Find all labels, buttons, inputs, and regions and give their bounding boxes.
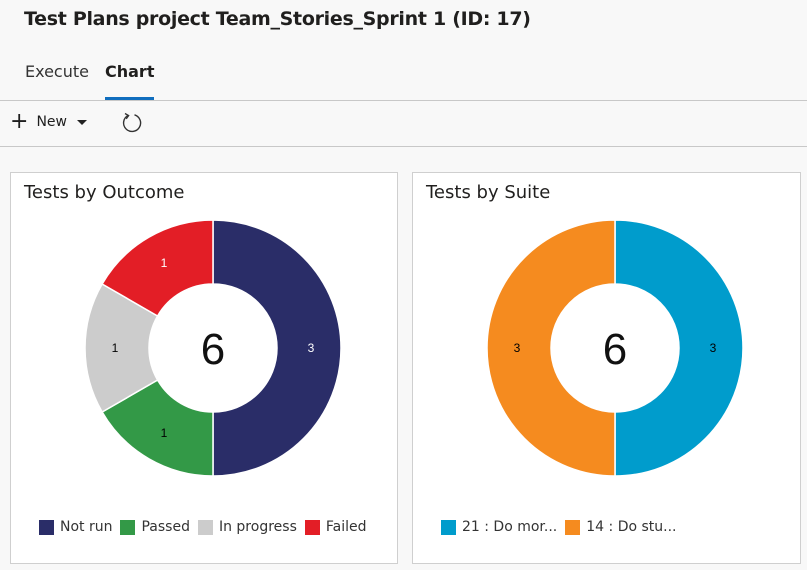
legend-swatch (304, 519, 320, 535)
legend-item[interactable]: 14 : Do stu... (565, 519, 677, 535)
chart-legend: Not run Passed In progress Failed (39, 519, 375, 535)
donut-slice[interactable] (614, 219, 744, 477)
panel-title: Tests by Suite (426, 182, 551, 203)
slice-value-label: 1 (161, 256, 168, 270)
slice-value-label: 1 (112, 341, 119, 355)
chart-panel-suite[interactable]: Tests by Suite 3 3 6 21 : Do mor... 14 : Do… (412, 172, 801, 564)
legend-item[interactable]: Failed (304, 519, 367, 535)
legend-item[interactable]: 21 : Do mor... (441, 519, 557, 535)
legend-swatch (565, 519, 581, 535)
legend-label: 21 : Do mor... (462, 519, 558, 535)
legend-swatch (441, 519, 456, 535)
legend-item[interactable]: In progress (197, 519, 297, 535)
tab-execute[interactable]: Execute (25, 62, 89, 81)
new-button-label: New (36, 114, 67, 130)
tab-bar: Execute Chart (0, 56, 807, 101)
slice-value-label: 3 (308, 341, 315, 355)
legend-label: Passed (141, 519, 190, 535)
chart-legend: 21 : Do mor... 14 : Do stu... (441, 519, 685, 535)
panel-title: Tests by Outcome (24, 182, 185, 203)
donut-chart-suite[interactable]: 3 3 6 (413, 173, 802, 513)
legend-item[interactable]: Passed (120, 519, 190, 535)
legend-swatch (197, 519, 213, 535)
new-button[interactable]: + New (10, 109, 87, 134)
legend-label: 14 : Do stu... (586, 519, 677, 535)
donut-chart-outcome[interactable]: 3 1 1 1 6 (11, 173, 399, 513)
legend-item[interactable]: Not run (39, 519, 112, 535)
slice-value-label: 3 (710, 341, 717, 355)
plus-icon: + (10, 109, 29, 134)
toolbar: + New (0, 101, 807, 147)
legend-label: Failed (325, 519, 367, 535)
chart-panel-outcome[interactable]: Tests by Outcome 3 1 1 1 6 Not run Passed In p… (10, 172, 398, 564)
legend-label: In progress (218, 519, 297, 535)
legend-swatch (120, 519, 136, 535)
donut-slice[interactable] (101, 219, 214, 318)
donut-total-label: 6 (603, 325, 627, 374)
chevron-down-icon (76, 119, 87, 125)
refresh-icon (122, 112, 142, 133)
tab-chart[interactable]: Chart (105, 62, 155, 100)
donut-slice[interactable] (212, 219, 342, 477)
donut-total-label: 6 (201, 325, 225, 374)
legend-swatch (39, 519, 54, 535)
legend-label: Not run (60, 519, 113, 535)
donut-slice[interactable] (486, 219, 616, 477)
page-title: Test Plans project Team_Stories_Sprint 1… (24, 8, 531, 30)
slice-value-label: 3 (514, 341, 521, 355)
refresh-button[interactable] (120, 111, 144, 135)
slice-value-label: 1 (161, 426, 168, 440)
